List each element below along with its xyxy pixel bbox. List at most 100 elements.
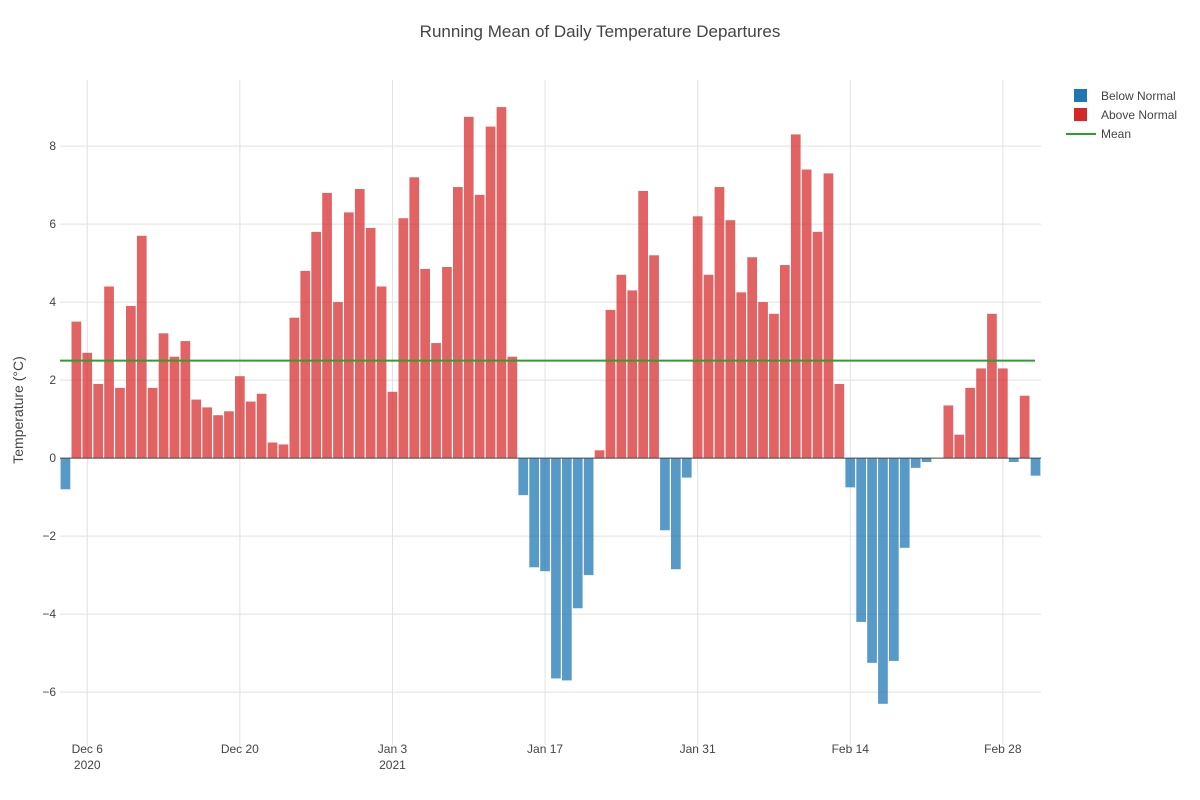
bar-above-normal: [616, 274, 627, 459]
legend: Below Normal Above Normal Mean: [1066, 86, 1177, 143]
bar-above-normal: [213, 415, 223, 459]
bar-below-normal: [681, 458, 692, 478]
bar-above-normal: [431, 343, 441, 459]
legend-swatch-mean: [1066, 132, 1096, 135]
x-tick-label: Feb 14: [832, 742, 870, 756]
bar-above-normal: [387, 391, 398, 459]
bar-above-normal: [115, 387, 125, 459]
bar-below-normal: [889, 458, 899, 661]
bar-below-normal: [1030, 458, 1041, 476]
bar-below-normal: [518, 458, 529, 496]
bar-above-normal: [202, 407, 212, 459]
bar-above-normal: [289, 317, 300, 459]
bar-above-normal: [812, 231, 823, 459]
bar-above-normal: [496, 107, 507, 459]
bar-below-normal: [551, 458, 561, 679]
bar-above-normal: [747, 257, 757, 459]
bar-below-normal: [899, 458, 910, 548]
bar-below-normal: [1008, 458, 1019, 462]
bar-above-normal: [507, 356, 518, 459]
y-tick-label: −2: [42, 529, 56, 543]
legend-label-above-normal: Above Normal: [1101, 107, 1178, 122]
bar-above-normal: [82, 352, 93, 459]
x-tick-label: Jan 17: [527, 742, 563, 756]
y-tick-label: −4: [42, 607, 56, 621]
x-tick-label: Jan 31: [680, 742, 716, 756]
chart-title: Running Mean of Daily Temperature Depart…: [419, 22, 781, 41]
bar-below-normal: [910, 458, 921, 468]
y-tick-label: 0: [49, 451, 56, 465]
x-tick-label: Dec 6: [72, 742, 104, 756]
bar-below-normal: [921, 458, 932, 462]
bar-above-normal: [790, 134, 801, 459]
bar-below-normal: [529, 458, 539, 568]
bar-above-normal: [191, 399, 202, 459]
bar-below-normal: [562, 458, 572, 681]
legend-item-below-normal[interactable]: Below Normal: [1066, 86, 1177, 105]
bar-above-normal: [453, 187, 463, 459]
x-tick-label: Jan 3: [378, 742, 408, 756]
bar-above-normal: [758, 302, 768, 459]
bar-below-normal: [671, 458, 681, 570]
bar-above-normal: [136, 235, 147, 459]
bar-above-normal: [126, 306, 136, 459]
legend-swatch-below-normal: [1074, 89, 1087, 102]
bar-above-normal: [987, 313, 997, 459]
bar-above-normal: [769, 313, 779, 459]
bar-above-normal: [1019, 395, 1030, 459]
bar-above-normal: [354, 189, 365, 459]
x-tick-sublabel: 2020: [74, 758, 101, 772]
bar-above-normal: [104, 286, 114, 459]
legend-swatch-above-normal: [1074, 108, 1087, 121]
bar-below-normal: [583, 458, 594, 576]
bar-above-normal: [256, 393, 267, 459]
bar-below-normal: [60, 458, 71, 490]
bar-above-normal: [703, 274, 714, 459]
y-tick-label: 8: [49, 139, 56, 153]
bar-above-normal: [71, 321, 82, 459]
bar-above-normal: [365, 228, 376, 459]
bar-above-normal: [420, 268, 430, 459]
bar-above-normal: [594, 450, 605, 459]
bar-below-normal: [540, 458, 550, 572]
bar-above-normal: [224, 411, 234, 459]
legend-label-below-normal: Below Normal: [1101, 88, 1176, 103]
x-tick-label: Feb 28: [984, 742, 1022, 756]
x-tick-sublabel: 2021: [379, 758, 406, 772]
bar-above-normal: [311, 231, 321, 459]
bar-above-normal: [147, 387, 158, 459]
bar-above-normal: [714, 187, 725, 459]
bar-above-normal: [943, 405, 954, 459]
bar-above-normal: [300, 270, 311, 459]
bar-above-normal: [245, 401, 256, 459]
bar-above-normal: [235, 376, 245, 459]
bar-above-normal: [278, 444, 289, 459]
x-tick-label: Dec 20: [221, 742, 259, 756]
bar-above-normal: [649, 255, 659, 459]
bar-above-normal: [398, 218, 409, 459]
bar-above-normal: [834, 384, 845, 459]
bar-above-normal: [322, 192, 332, 459]
bar-above-normal: [692, 216, 703, 459]
bar-above-normal: [638, 190, 648, 459]
bar-above-normal: [463, 116, 474, 459]
y-tick-label: 2: [49, 373, 56, 387]
bar-above-normal: [801, 169, 812, 459]
bar-above-normal: [485, 126, 496, 459]
y-tick-label: −6: [42, 685, 56, 699]
bar-above-normal: [93, 384, 103, 459]
legend-item-above-normal[interactable]: Above Normal: [1066, 105, 1177, 124]
bar-above-normal: [376, 286, 387, 459]
bar-above-normal: [736, 292, 747, 459]
bar-above-normal: [725, 220, 736, 459]
bar-above-normal: [180, 341, 191, 459]
bar-above-normal: [158, 333, 169, 459]
bar-above-normal: [627, 290, 638, 459]
bar-below-normal: [660, 458, 670, 531]
legend-item-mean[interactable]: Mean: [1066, 124, 1177, 143]
bar-above-normal: [474, 194, 485, 459]
bar-above-normal: [976, 368, 986, 459]
bar-above-normal: [954, 434, 965, 459]
y-tick-label: 6: [49, 217, 56, 231]
